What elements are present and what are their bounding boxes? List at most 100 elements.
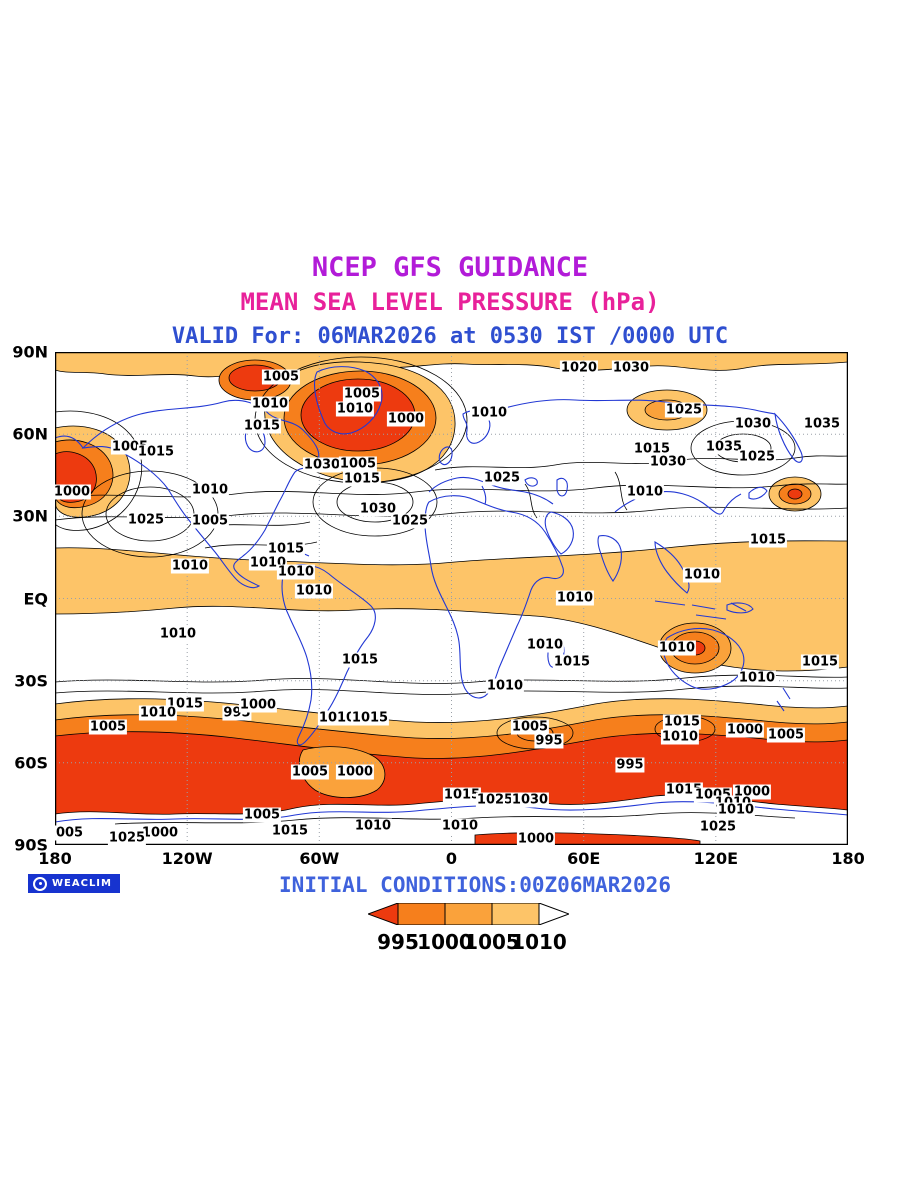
contour-label: 1010 xyxy=(737,670,777,686)
lon-axis-label: 120W xyxy=(161,849,213,868)
contour-label: 1030 xyxy=(611,360,651,376)
chart-subtitle: MEAN SEA LEVEL PRESSURE (hPa) xyxy=(240,288,660,316)
colorbar-ticks: 995 1000 1005 1010 xyxy=(368,930,569,954)
lon-axis-label: 180 xyxy=(38,849,72,868)
contour-label: 1025 xyxy=(737,449,777,465)
contour-label: 1010 xyxy=(317,710,357,726)
contour-label: 1015 xyxy=(136,444,176,460)
contour-label: 1015 xyxy=(342,471,382,487)
lat-axis-label: 30N xyxy=(12,506,48,526)
contour-label: 1015 xyxy=(662,714,702,730)
contour-label: 1010 xyxy=(440,818,480,834)
contour-label: 1005 xyxy=(55,825,85,841)
page-title: NCEP GFS GUIDANCE xyxy=(311,252,589,283)
contour-label: 1035 xyxy=(802,416,842,432)
colorbar-svg xyxy=(368,903,569,925)
contour-label: 1015 xyxy=(242,418,282,434)
contour-label: 1015 xyxy=(340,652,380,668)
contour-label: 995 xyxy=(534,733,564,749)
contour-label: 1000 xyxy=(335,764,375,780)
lat-axis-label: EQ xyxy=(23,589,48,608)
contour-label: 1005 xyxy=(766,727,806,743)
lon-axis-label: 60E xyxy=(567,849,601,868)
contour-label: 1010 xyxy=(657,640,697,656)
contour-label: 1020 xyxy=(559,360,599,376)
contour-label: 1030 xyxy=(302,457,342,473)
contour-label: 1010 xyxy=(625,484,665,500)
contour-label: 1030 xyxy=(648,454,688,470)
lat-axis: 90N 60N 30N EQ 30S 60S 90S xyxy=(4,343,50,855)
contour-label: 1015 xyxy=(350,710,390,726)
contour-label: 995 xyxy=(615,757,645,773)
lat-axis-label: 90S xyxy=(14,835,48,855)
lat-axis-label: 60N xyxy=(12,424,48,444)
lat-axis-label: 90N xyxy=(12,342,48,362)
weaclim-logo-badge: WEACLIM xyxy=(28,874,120,893)
lon-axis-label: 60W xyxy=(299,849,340,868)
contour-label: 1015 xyxy=(552,654,592,670)
contour-label: 1015 xyxy=(632,441,672,457)
lon-axis-label: 0 xyxy=(445,849,458,868)
contour-label-layer: 1005 1020 1030 1005 1010 1010 1000 1010 1025 1030… xyxy=(55,352,848,845)
lat-axis-label: 60S xyxy=(14,753,48,773)
contour-label: 1005 xyxy=(88,719,128,735)
contour-label: 1000 xyxy=(516,831,556,845)
contour-label: 1025 xyxy=(698,819,738,835)
contour-label: 1010 xyxy=(353,818,393,834)
contour-label: 1035 xyxy=(704,439,744,455)
contour-label: 1005 xyxy=(190,513,230,529)
contour-label: 1010 xyxy=(170,558,210,574)
valid-time-label: VALID For: 06MAR2026 at 0530 IST /0000 U… xyxy=(171,324,729,349)
contour-label: 1010 xyxy=(158,626,198,642)
contour-label: 1000 xyxy=(386,411,426,427)
contour-label: 1010 xyxy=(716,802,756,818)
contour-label: 1000 xyxy=(55,484,92,500)
contour-label: 1015 xyxy=(266,541,306,557)
contour-label: 1030 xyxy=(510,792,550,808)
lat-axis-label: 30S xyxy=(14,671,48,691)
contour-label: 1030 xyxy=(733,416,773,432)
contour-label: 1010 xyxy=(660,729,700,745)
contour-label: 1005 xyxy=(290,764,330,780)
colorbar-tick-label: 1005 xyxy=(464,930,520,954)
contour-label: 1025 xyxy=(107,830,147,845)
colorbar-tick-label: 1000 xyxy=(417,930,473,954)
contour-label: 1010 xyxy=(469,405,509,421)
contour-label: 1010 xyxy=(525,637,565,653)
contour-label: 1000 xyxy=(725,722,765,738)
contour-label: 1025 xyxy=(664,402,704,418)
contour-label: 1015 xyxy=(800,654,840,670)
contour-label: 1015 xyxy=(270,823,310,839)
contour-label: 1005 xyxy=(510,719,550,735)
contour-label: 1015 xyxy=(442,787,482,803)
contour-label: 1015 xyxy=(748,532,788,548)
contour-label: 1000 xyxy=(140,825,180,841)
contour-label: 1010 xyxy=(294,583,334,599)
contour-label: 1010 xyxy=(250,396,290,412)
contour-label: 1015 xyxy=(664,782,704,798)
lon-axis-label: 120E xyxy=(693,849,739,868)
contour-label: 1010 xyxy=(682,567,722,583)
contour-label: 1025 xyxy=(390,513,430,529)
colorbar-tick-label: 995 xyxy=(377,930,419,954)
weaclim-circle-icon xyxy=(33,876,47,891)
contour-label: 1005 xyxy=(261,369,301,385)
contour-label: 1010 xyxy=(276,564,316,580)
weaclim-logo-text: WEACLIM xyxy=(52,878,112,889)
contour-label: 1010 xyxy=(335,401,375,417)
contour-label: 1000 xyxy=(238,697,278,713)
mslp-map: 1005 1020 1030 1005 1010 1010 1000 1010 1025 1030… xyxy=(55,352,848,845)
contour-label: 1025 xyxy=(482,470,522,486)
contour-label: 1025 xyxy=(475,792,515,808)
contour-label: 1010 xyxy=(485,678,525,694)
contour-label: 1005 xyxy=(242,807,282,823)
lon-axis-label: 180 xyxy=(831,849,865,868)
contour-label: 1005 xyxy=(342,386,382,402)
initial-conditions-label: INITIAL CONDITIONS:00Z06MAR2026 xyxy=(279,873,671,897)
contour-label: 1005 xyxy=(338,456,378,472)
contour-label: 1010 xyxy=(138,705,178,721)
contour-label: 1010 xyxy=(190,482,230,498)
lon-axis: 180 120W 60W 0 60E 120E 180 xyxy=(38,849,864,871)
colorbar-tick-label: 1010 xyxy=(511,930,567,954)
